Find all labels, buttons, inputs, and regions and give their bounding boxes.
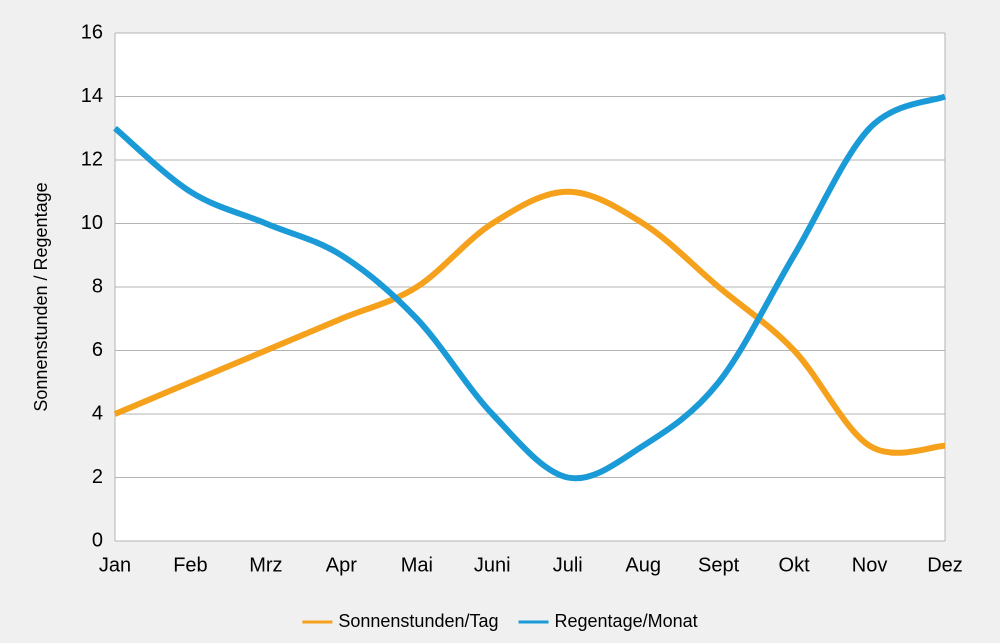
legend-label: Sonnenstunden/Tag [338,611,498,631]
y-tick-label: 16 [81,21,103,43]
series-line [113,188,946,456]
x-tick-label: Mai [401,554,433,576]
x-tick-label: Juli [553,554,583,576]
x-tick-label: Feb [173,554,207,576]
y-tick-label: 2 [92,466,103,488]
x-tick-label: Okt [779,554,811,576]
y-tick-label: 0 [92,529,103,551]
y-tick-label: 8 [92,275,103,297]
y-axis-label: Sonnenstunden / Regentage [31,182,51,411]
y-tick-label: 14 [81,85,103,107]
x-tick-label: Apr [326,554,357,576]
lines [113,93,947,482]
x-tick-label: Dez [927,554,963,576]
y-tick-label: 10 [81,212,103,234]
x-tick-label: Mrz [249,554,282,576]
x-tick-label: Sept [698,554,740,576]
x-tick-label: Jan [99,554,131,576]
x-tick-label: Nov [852,554,888,576]
y-tick-label: 4 [92,402,103,424]
series-line [113,93,947,482]
x-tick-label: Aug [625,554,661,576]
y-tick-label: 6 [92,339,103,361]
legend: Sonnenstunden/Tag Regentage/Monat [302,611,698,631]
grid [115,32,945,542]
legend-item: Sonnenstunden/Tag [302,611,499,631]
x-tick-label: Juni [474,554,511,576]
labels: 0 2 4 6 8 10 12 14 16 Jan Feb Mrz Apr Mai Juni Juli Aug S… [81,21,963,576]
legend-item: Regentage/Monat [518,611,698,631]
y-tick-label: 12 [81,148,103,170]
legend-label: Regentage/Monat [555,611,698,631]
